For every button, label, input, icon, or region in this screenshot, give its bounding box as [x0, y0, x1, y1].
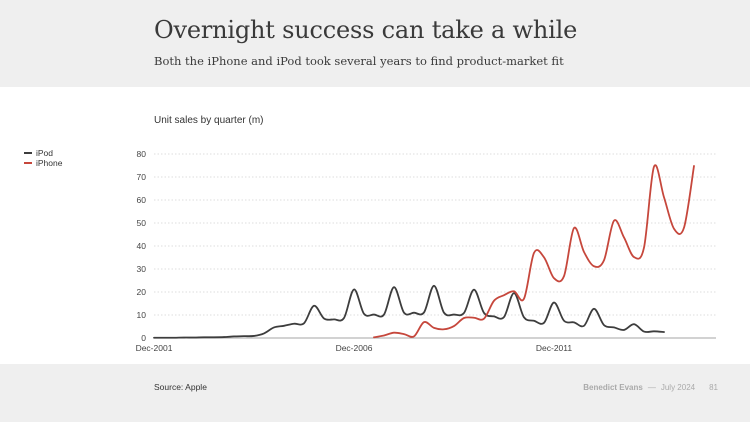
y-tick-label-30: 30	[137, 264, 147, 274]
y-tick-label-10: 10	[137, 310, 147, 320]
page-number: 81	[709, 383, 718, 392]
y-tick-label-40: 40	[137, 241, 147, 251]
legend-item-ipod: iPod	[24, 148, 62, 158]
credit-separator: —	[647, 383, 656, 392]
author-name: Benedict Evans	[583, 383, 643, 392]
series-line-ipod	[153, 284, 665, 339]
publish-date: July 2024	[660, 383, 696, 392]
legend-item-iphone: iPhone	[24, 158, 62, 168]
y-tick-label-20: 20	[137, 287, 147, 297]
x-tick-label-2: Dec-2011	[536, 343, 572, 353]
page-title: Overnight success can take a while	[154, 16, 578, 44]
legend-swatch-iphone	[24, 162, 32, 164]
y-tick-label-50: 50	[137, 218, 147, 228]
x-tick-label-0: Dec-2001	[136, 343, 173, 353]
chart-title: Unit sales by quarter (m)	[154, 115, 264, 126]
y-tick-label-70: 70	[137, 172, 147, 182]
header-band: Overnight success can take a while Both …	[0, 0, 750, 87]
legend-label-iphone: iPhone	[36, 158, 63, 168]
source-note: Source: Apple	[154, 382, 207, 392]
legend-label-ipod: iPod	[36, 148, 54, 158]
y-tick-label-80: 80	[137, 149, 147, 159]
x-tick-label-1: Dec-2006	[336, 343, 373, 353]
legend-swatch-ipod	[24, 152, 32, 154]
series-line-iphone	[373, 164, 695, 339]
credit-line: Benedict Evans — July 2024 81	[583, 383, 718, 392]
y-tick-label-0: 0	[141, 333, 146, 343]
page-subtitle: Both the iPhone and iPod took several ye…	[154, 54, 564, 68]
footer-band: Source: Apple Benedict Evans — July 2024 81	[0, 364, 750, 422]
chart-legend: iPod iPhone	[24, 148, 62, 168]
y-tick-label-60: 60	[137, 195, 147, 205]
